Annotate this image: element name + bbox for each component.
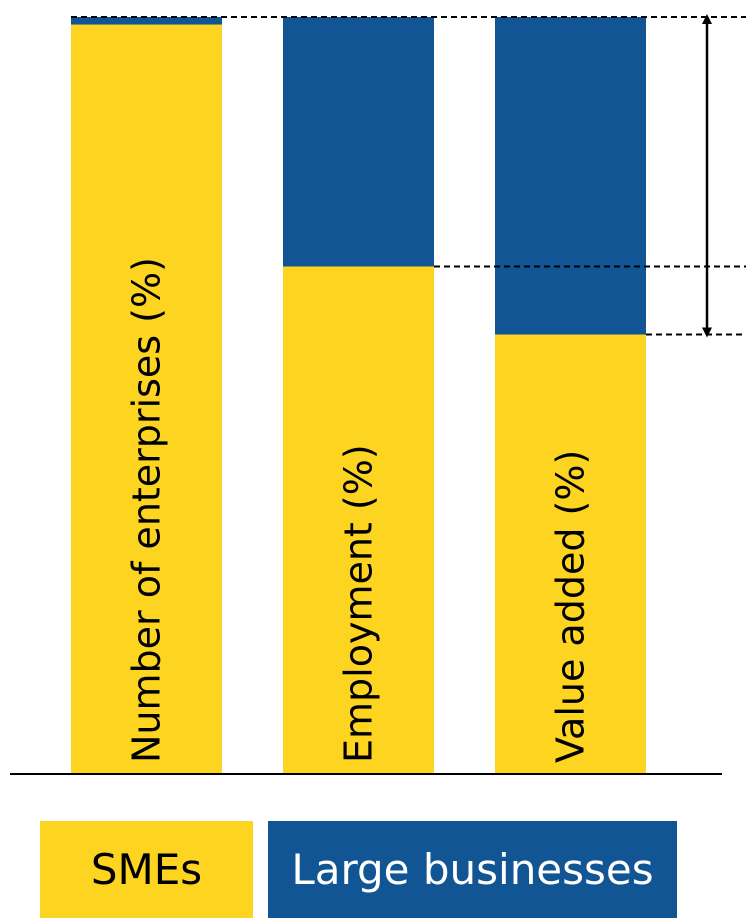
bar-smes-3	[495, 334, 646, 773]
bar-smes-2	[283, 266, 434, 773]
category-label-1: Number of enterprises (%)	[125, 257, 169, 763]
legend-large-businesses-label: Large businesses	[291, 845, 654, 894]
bar-large-businesses-2	[283, 17, 434, 267]
legend-smes: SMEs	[40, 821, 253, 918]
legend-smes-label: SMEs	[90, 845, 203, 894]
category-label-3: Value added (%)	[549, 450, 593, 763]
bar-large-businesses-1	[71, 17, 222, 25]
category-label-2: Employment (%)	[337, 444, 381, 763]
bar-smes-1	[71, 24, 222, 774]
legend-large-businesses: Large businesses	[268, 821, 677, 918]
bar-large-businesses-3	[495, 17, 646, 335]
